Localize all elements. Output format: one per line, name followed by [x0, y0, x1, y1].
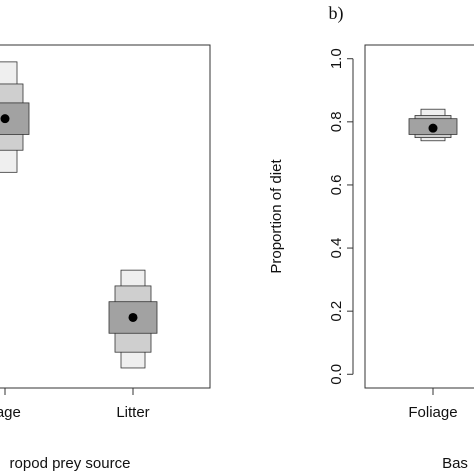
y-tick-label: 1.0: [328, 48, 345, 69]
x-tick-label: Foliage: [408, 404, 457, 421]
x-tick-label: liage: [0, 404, 21, 421]
y-tick-label: 0.0: [328, 364, 345, 385]
plot-frame: [0, 44, 211, 389]
y-axis-title: Proportion of diet: [268, 159, 285, 274]
panel-a: liage Litter ropod prey source: [0, 44, 211, 472]
y-tick-label: 0.4: [328, 238, 345, 259]
mode-point: [428, 123, 438, 133]
mode-point: [0, 114, 10, 124]
x-axis-title: ropod prey source: [10, 455, 131, 472]
panel-label: b): [329, 3, 344, 24]
plot-frame: [364, 44, 474, 389]
mode-point: [128, 312, 138, 322]
y-tick-label: 0.8: [328, 111, 345, 132]
y-tick-label: 0.6: [328, 175, 345, 196]
x-tick-label: Litter: [116, 404, 149, 421]
y-tick-label: 0.2: [328, 301, 345, 322]
x-axis-title: Bas: [442, 455, 468, 472]
panel-b: 0.0 0.2 0.4 0.6 0.8 1.0 Proportion of diet Foli…: [268, 3, 474, 472]
